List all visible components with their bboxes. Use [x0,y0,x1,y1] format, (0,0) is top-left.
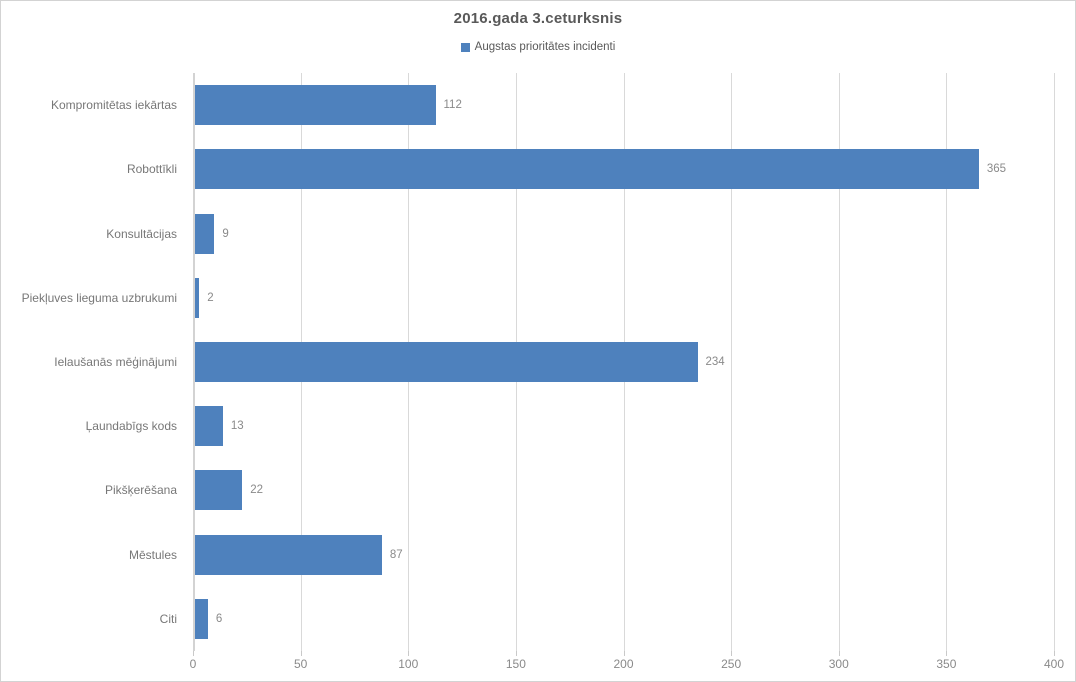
gridline-x-400 [1054,73,1055,651]
x-tick-label-250: 250 [721,657,742,671]
bar-row: 234 [195,330,1054,394]
x-tick-label-350: 350 [936,657,957,671]
y-axis-line [193,73,195,651]
x-tick-label-0: 0 [189,657,197,671]
plot-area: 112 365 9 2 234 13 22 87 6 [193,73,1055,656]
bar-row: 365 [195,137,1054,201]
category-label: Pikšķerēšana [104,483,177,498]
category-label: Piekļuves lieguma uzbrukumi [21,290,177,305]
bar-row: 6 [195,587,1054,651]
x-tick-mark-100 [408,651,410,656]
x-tick-label-400: 400 [1043,657,1065,671]
bar-value-label: 9 [222,227,229,240]
bar [195,534,382,575]
bar-value-label: 22 [250,484,264,497]
bar [195,598,208,639]
gridline-x-300 [838,73,840,651]
bar-row: 112 [195,73,1054,137]
bar [195,470,243,511]
x-tick-mark-350 [946,651,948,656]
bar-row: 22 [195,458,1054,522]
bar [195,277,200,318]
x-tick-label-100: 100 [398,657,419,671]
x-tick-mark-0 [193,651,194,656]
category-label: Ļaundabīgs kods [85,419,177,434]
bar-value-label: 112 [443,99,462,112]
x-tick-label-50: 50 [293,657,308,671]
bar-value-label: 2 [207,291,214,304]
x-tick-mark-150 [515,651,517,656]
x-tick-mark-250 [731,651,733,656]
x-tick-label-200: 200 [613,657,634,671]
category-label: Robottīkli [126,162,177,177]
y-axis-category-labels: Kompromitētas iekārtas Robottīkli Konsultā… [1,73,185,651]
x-axis-tick-labels: 0 50 100 150 200 250 300 350 400 [189,657,1064,673]
bar [195,149,979,190]
x-tick-mark-400 [1054,651,1055,656]
bar-value-label: 13 [230,420,244,433]
category-label: Konsultācijas [106,226,177,241]
legend: Augstas prioritātes incidenti [1,41,1075,53]
bar [195,213,215,254]
legend-series-label: Augstas prioritātes incidenti [474,41,616,53]
x-tick-mark-200 [623,651,625,656]
bar-value-label: 6 [215,612,223,625]
chart-title: 2016.gada 3.ceturksnis [453,10,623,27]
bar [195,341,698,382]
bar-row: 9 [195,201,1054,265]
bar-value-label: 365 [986,163,1007,176]
category-label: Kompromitētas iekārtas [50,98,177,113]
bar-value-label: 234 [705,355,725,368]
x-tick-label-150: 150 [505,657,526,671]
x-tick-mark-300 [838,651,840,656]
x-tick-mark-50 [300,651,302,656]
x-tick-label-300: 300 [828,657,849,671]
bar-row: 87 [195,523,1054,587]
category-label: Citi [159,611,177,626]
bar-row: 13 [195,394,1054,458]
bar-value-label: 87 [389,548,403,561]
bar [195,406,223,447]
category-label: Ielaušanās mēģinājumi [54,354,177,369]
gridline-x-250 [731,73,733,651]
bar [195,85,436,126]
category-label: Mēstules [128,547,177,562]
legend-color-swatch [460,42,470,52]
bar-rows: 112 365 9 2 234 13 22 87 6 [195,73,1054,651]
gridline-x-350 [946,73,948,651]
bar-row: 2 [195,266,1054,330]
